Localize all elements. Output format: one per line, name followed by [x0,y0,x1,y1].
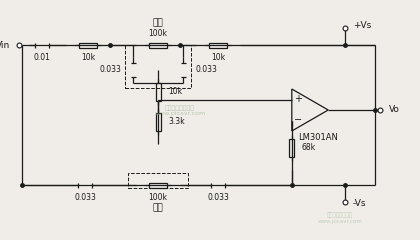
Bar [155,113,160,131]
Text: 0.033: 0.033 [207,193,229,202]
Text: 0.033: 0.033 [195,66,217,74]
Text: 68k: 68k [302,144,316,152]
Text: 低音: 低音 [152,18,163,27]
Text: +: + [294,95,302,104]
Text: +Vs: +Vs [353,22,371,30]
Bar [128,173,188,188]
Text: 100k: 100k [149,193,168,202]
Bar [155,83,160,101]
Text: 0.033: 0.033 [99,66,121,74]
Text: Vo: Vo [389,106,400,114]
Text: 高音: 高音 [152,203,163,212]
Text: www.picavr.com: www.picavr.com [155,112,205,116]
Text: 3.3k: 3.3k [168,118,185,126]
Text: Vin: Vin [0,41,10,49]
Bar [79,42,97,48]
Text: 10k: 10k [81,53,95,62]
Bar [289,139,294,157]
Text: -Vs: -Vs [353,199,367,209]
Text: 乐图单片机学习网: 乐图单片机学习网 [327,212,353,218]
Text: −: − [294,115,302,126]
Bar [149,42,167,48]
Text: www.picavr.com: www.picavr.com [318,220,362,224]
Text: 10k: 10k [168,88,182,96]
Bar [209,42,227,48]
Text: 10k: 10k [211,53,225,62]
Text: 100k: 100k [149,29,168,38]
Bar [149,182,167,187]
Text: 0.01: 0.01 [34,53,50,62]
Bar [125,45,191,88]
Text: 乐图图片机学习网: 乐图图片机学习网 [165,105,195,111]
Text: LM301AN: LM301AN [298,132,338,142]
Text: 0.033: 0.033 [74,193,96,202]
